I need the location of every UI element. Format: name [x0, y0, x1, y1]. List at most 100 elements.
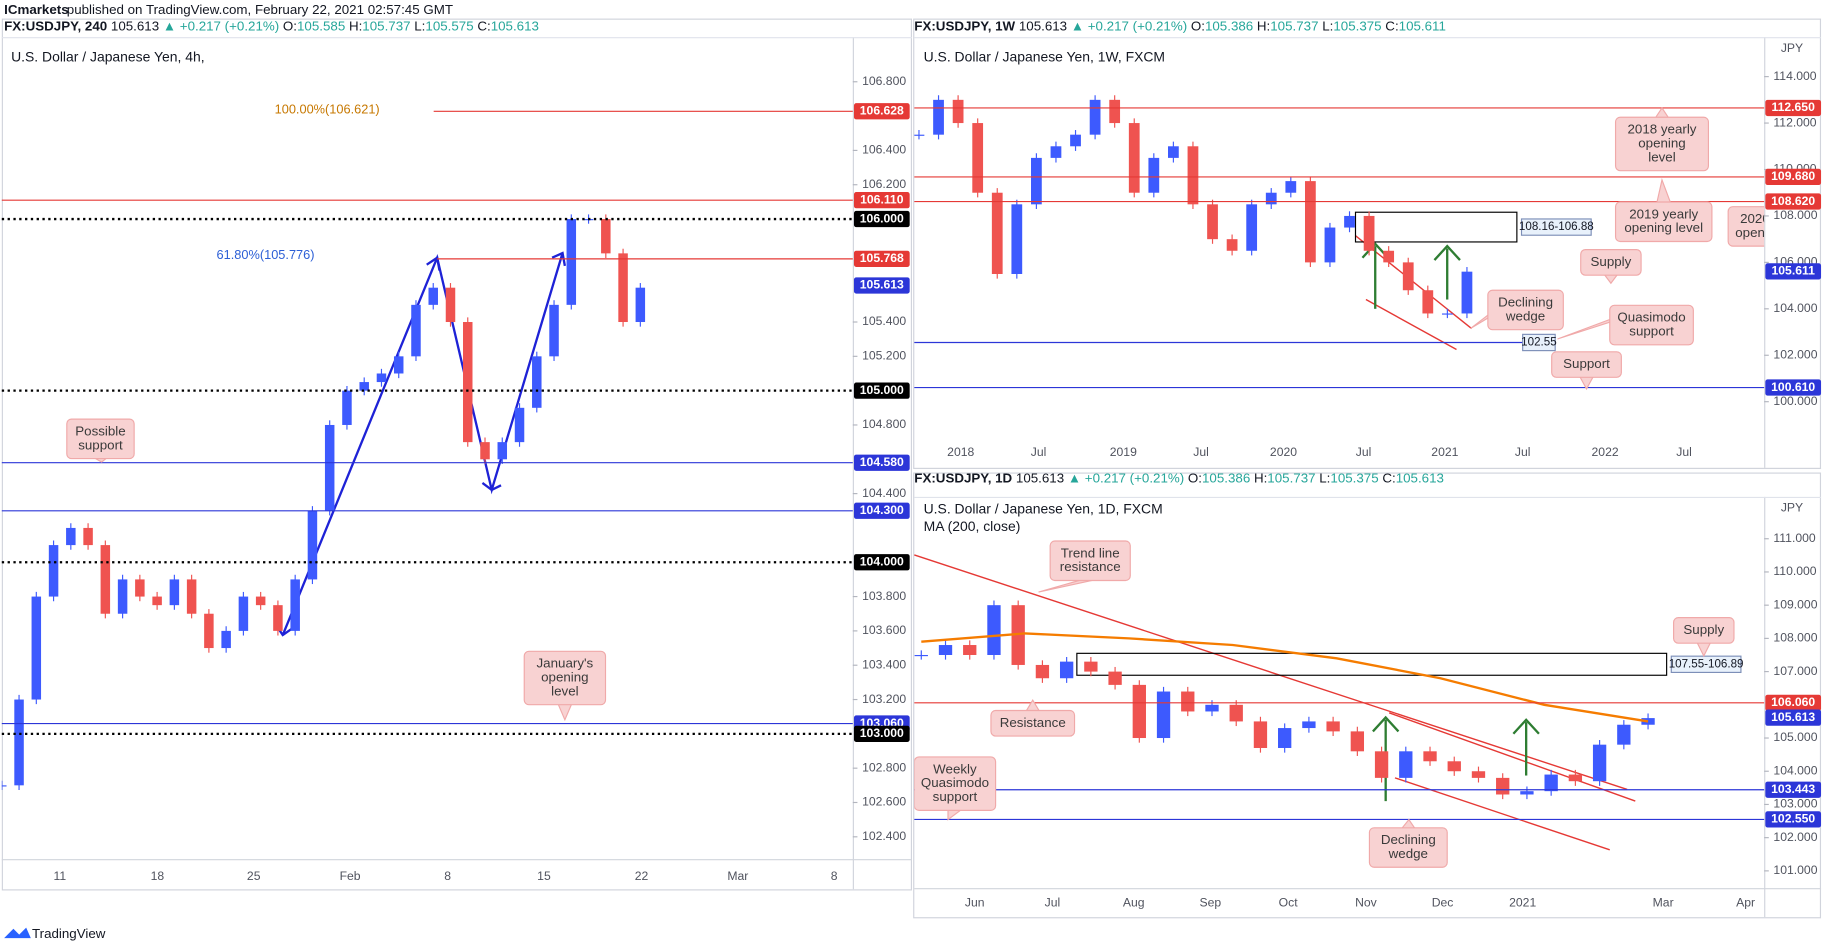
candle: [1592, 744, 1607, 782]
callout: Supply: [1673, 617, 1735, 658]
candle: [204, 613, 214, 649]
price-label: 106.060: [1771, 695, 1815, 709]
candle: [1471, 771, 1486, 778]
publisher: ICmarkets: [4, 2, 69, 17]
y-tick-label: 111.000: [1773, 531, 1815, 545]
candle: [963, 645, 977, 655]
candle: [1035, 664, 1050, 679]
level-label-box: [1522, 333, 1556, 352]
callout-box: [990, 709, 1076, 737]
x-tick-label: 2021: [1509, 895, 1536, 909]
candle: [1350, 731, 1365, 752]
candle: [1011, 204, 1023, 274]
published-text: published on TradingView.com, February 2…: [67, 2, 453, 17]
callout-text: Weekly: [933, 761, 977, 776]
trend-line: [1365, 298, 1457, 351]
arrow-head: [1433, 244, 1461, 261]
callout-box: [1580, 249, 1642, 276]
callout-box: [1673, 617, 1735, 644]
candle: [1402, 262, 1414, 291]
price-label: 102.550: [1771, 812, 1815, 826]
candle: [514, 407, 525, 443]
callout-box: [1609, 304, 1694, 346]
callout-text: January's: [537, 656, 594, 671]
y-tick-label: 112.000: [1773, 115, 1816, 129]
callout-box: [1614, 116, 1710, 172]
y-tick-label: 102.000: [1773, 830, 1817, 844]
candle: [428, 287, 438, 305]
symbol: FX:USDJPY, 1D: [914, 470, 1012, 485]
y-tick-label: 101.000: [1773, 863, 1817, 877]
callout-text: Support: [1563, 356, 1610, 371]
candle: [1461, 271, 1473, 314]
candle: [117, 579, 128, 614]
candle: [1324, 227, 1336, 263]
price-label-box: [1765, 811, 1822, 828]
candle: [307, 510, 318, 580]
price-label-box: [853, 454, 910, 471]
price-label: 108.620: [1771, 194, 1815, 208]
ohlc-label: C:: [1385, 18, 1398, 33]
x-tick-label: Nov: [1355, 895, 1378, 909]
candle: [1326, 721, 1340, 732]
ohlc-value: 105.585: [297, 18, 345, 33]
change-arrow: ▲: [1064, 470, 1085, 485]
candle: [1441, 313, 1453, 315]
callout-box: [914, 756, 997, 811]
x-tick-label: Jul: [1045, 895, 1061, 909]
change-arrow: ▲: [1067, 18, 1088, 33]
x-tick-label: Jul: [1356, 445, 1372, 459]
candle: [933, 99, 944, 135]
candle: [914, 654, 928, 657]
zone-label-box: [1670, 655, 1742, 673]
candle: [290, 579, 300, 631]
candle: [445, 287, 456, 323]
y-tick-label: 103.200: [862, 692, 906, 706]
candle: [393, 356, 404, 374]
candle: [601, 219, 611, 254]
candle: [1278, 728, 1292, 748]
price-label-box: [853, 210, 910, 228]
candle: [1181, 691, 1195, 712]
candle: [991, 192, 1003, 274]
candle: [1226, 239, 1238, 251]
callout-text: opening level: [1624, 220, 1703, 235]
price-label: 106.110: [860, 192, 904, 206]
candle: [66, 527, 76, 546]
callout-text: 2019 yearly: [1629, 206, 1698, 221]
y-tick-label: 108.000: [1773, 208, 1817, 222]
price-label: 104.580: [860, 455, 904, 469]
price-label: 105.613: [1771, 710, 1815, 724]
candle: [497, 442, 508, 460]
price-label-box: [853, 103, 910, 120]
candle: [1246, 204, 1258, 251]
swing-arrow: [551, 251, 567, 267]
candle: [238, 596, 249, 631]
ohlc-label: O:: [283, 18, 297, 33]
candle: [1544, 774, 1558, 792]
x-tick-label: 2021: [1431, 445, 1458, 459]
supply-zone: [1076, 652, 1668, 676]
y-tick-label: 103.000: [1773, 797, 1817, 811]
callout-text: Supply: [1591, 254, 1632, 269]
plot-area: [914, 95, 1518, 319]
trend-line: [914, 554, 1628, 791]
candle: [255, 596, 266, 606]
change: +0.217 (+0.21%): [180, 18, 279, 33]
candle: [186, 579, 197, 614]
candle: [938, 645, 953, 655]
axis-unit: JPY: [1781, 41, 1803, 55]
price-label: 100.610: [1771, 380, 1815, 394]
callout-box: [1614, 201, 1713, 243]
price-label: 109.680: [1771, 169, 1815, 183]
ohlc-value: 105.737: [1267, 470, 1315, 485]
candle: [1168, 146, 1179, 158]
callout-text: Trend line: [1061, 545, 1120, 560]
candle: [1108, 671, 1122, 685]
x-tick-label: Jul: [1676, 445, 1692, 459]
fib-label: 100.00%(106.621): [275, 102, 380, 117]
